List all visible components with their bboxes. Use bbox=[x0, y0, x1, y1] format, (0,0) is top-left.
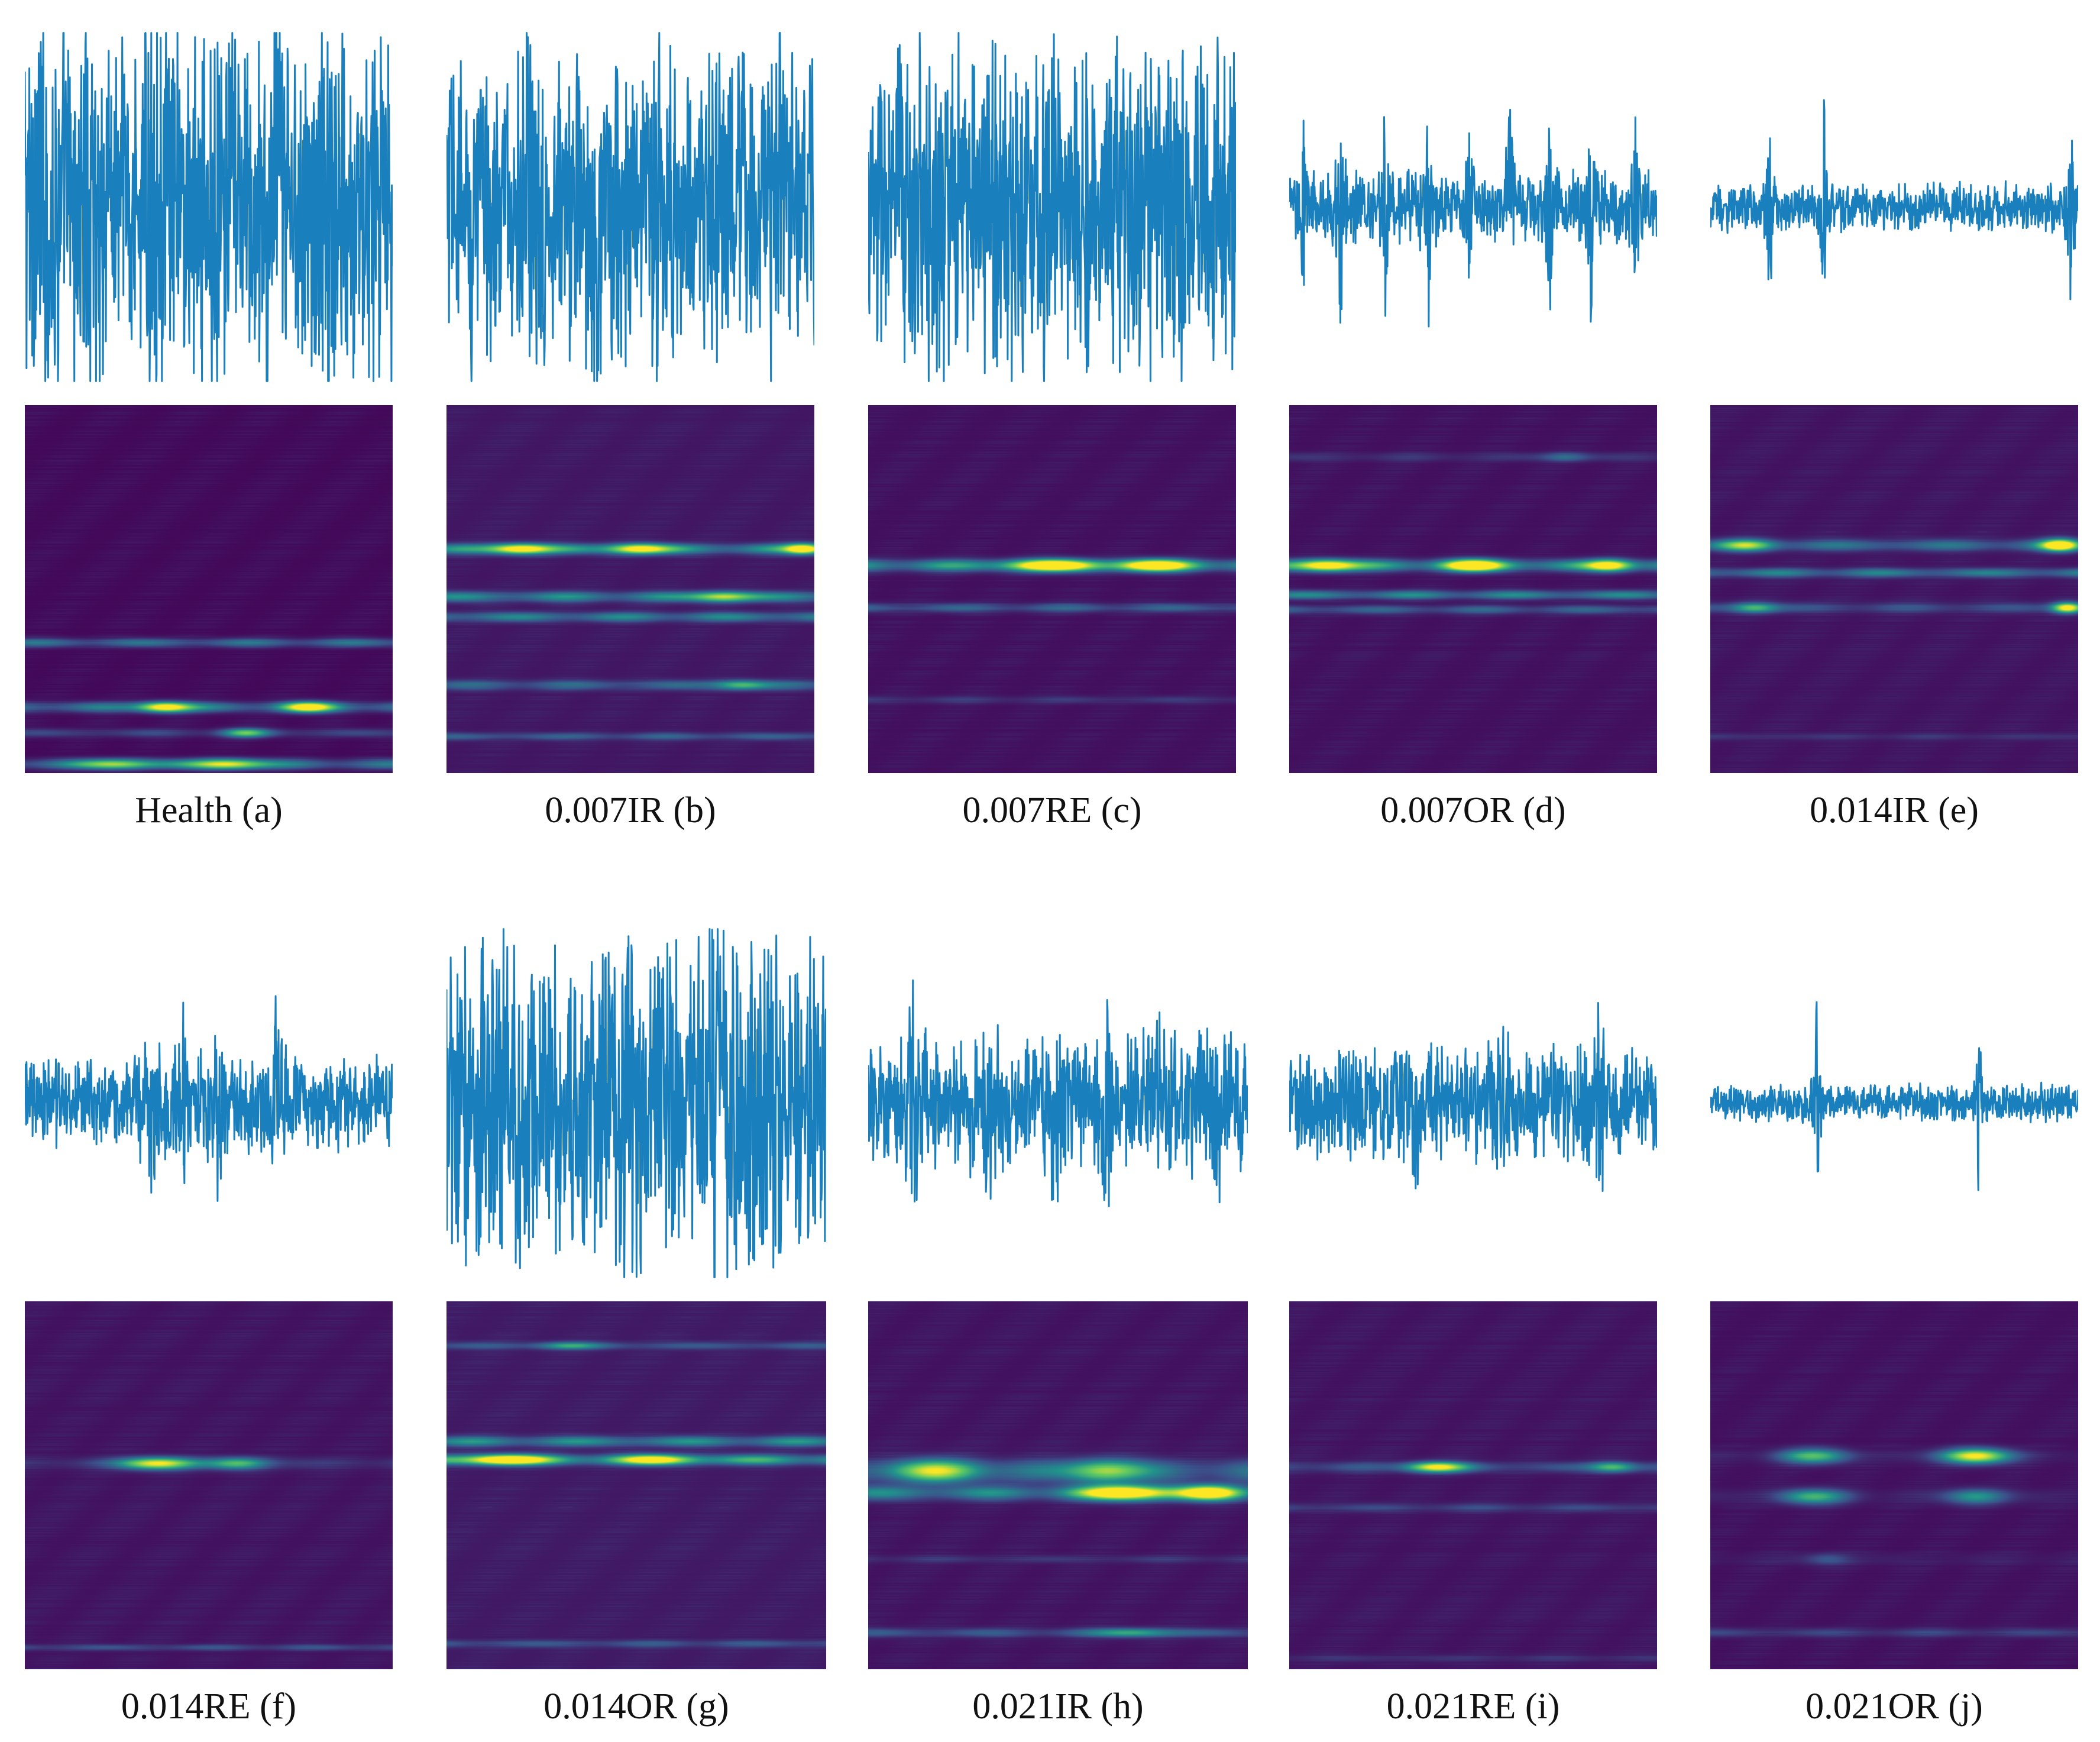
vibration-signal bbox=[868, 32, 1236, 382]
spectrogram bbox=[868, 405, 1236, 773]
panel-0021or-j: 0.021OR (j) bbox=[1710, 914, 2078, 1742]
panel-0007re-c: 0.007RE (c) bbox=[868, 18, 1236, 846]
panel-0014or-g: 0.014OR (g) bbox=[446, 914, 826, 1742]
panel-caption: 0.021OR (j) bbox=[1805, 1686, 1983, 1727]
panel-caption: Health (a) bbox=[135, 790, 283, 830]
panel-caption: 0.014OR (g) bbox=[543, 1686, 729, 1727]
signal-line bbox=[1710, 1001, 2078, 1191]
vibration-signal bbox=[1289, 1002, 1657, 1192]
vibration-signal bbox=[1710, 1001, 2078, 1191]
signal-line bbox=[1289, 108, 1657, 328]
vibration-signal bbox=[1710, 99, 2078, 300]
spectrogram bbox=[25, 1301, 393, 1669]
spectrogram bbox=[1289, 405, 1657, 773]
signal-line bbox=[868, 32, 1236, 382]
spectrogram bbox=[1710, 405, 2078, 773]
spectrogram bbox=[446, 1301, 826, 1669]
signal-line bbox=[1289, 1002, 1657, 1192]
panel-caption: 0.007RE (c) bbox=[962, 790, 1142, 830]
spectrogram bbox=[446, 405, 814, 773]
panel-0007or-d: 0.007OR (d) bbox=[1289, 18, 1657, 846]
panel-caption: 0.007IR (b) bbox=[545, 790, 716, 830]
panel-0021ir-h: 0.021IR (h) bbox=[868, 914, 1248, 1742]
panel-caption: 0.007OR (d) bbox=[1380, 790, 1566, 830]
panel-caption: 0.014RE (f) bbox=[121, 1686, 297, 1727]
panel-caption: 0.014IR (e) bbox=[1810, 790, 1979, 830]
vibration-signal bbox=[25, 32, 393, 382]
vibration-signal bbox=[446, 32, 814, 382]
vibration-signal bbox=[25, 995, 393, 1202]
panel-0007ir-b: 0.007IR (b) bbox=[446, 18, 814, 846]
signal-line bbox=[446, 32, 814, 382]
spectrogram bbox=[868, 1301, 1248, 1669]
panel-0021re-i: 0.021RE (i) bbox=[1289, 914, 1657, 1742]
panel-caption: 0.021RE (i) bbox=[1386, 1686, 1560, 1727]
vibration-signal bbox=[446, 928, 826, 1278]
panel-caption: 0.021IR (h) bbox=[972, 1686, 1144, 1727]
signal-line bbox=[868, 979, 1248, 1207]
vibration-signal bbox=[868, 979, 1248, 1207]
signal-line bbox=[25, 995, 393, 1202]
vibration-signal bbox=[1289, 108, 1657, 328]
panel-0014ir-e: 0.014IR (e) bbox=[1710, 18, 2078, 846]
spectrogram bbox=[25, 405, 393, 773]
signal-line bbox=[1710, 99, 2078, 300]
panel-0014re-f: 0.014RE (f) bbox=[25, 914, 393, 1742]
signal-line bbox=[25, 32, 393, 382]
spectrogram bbox=[1710, 1301, 2078, 1669]
signal-line bbox=[446, 928, 826, 1278]
panel-health-a: Health (a) bbox=[25, 18, 393, 846]
spectrogram bbox=[1289, 1301, 1657, 1669]
